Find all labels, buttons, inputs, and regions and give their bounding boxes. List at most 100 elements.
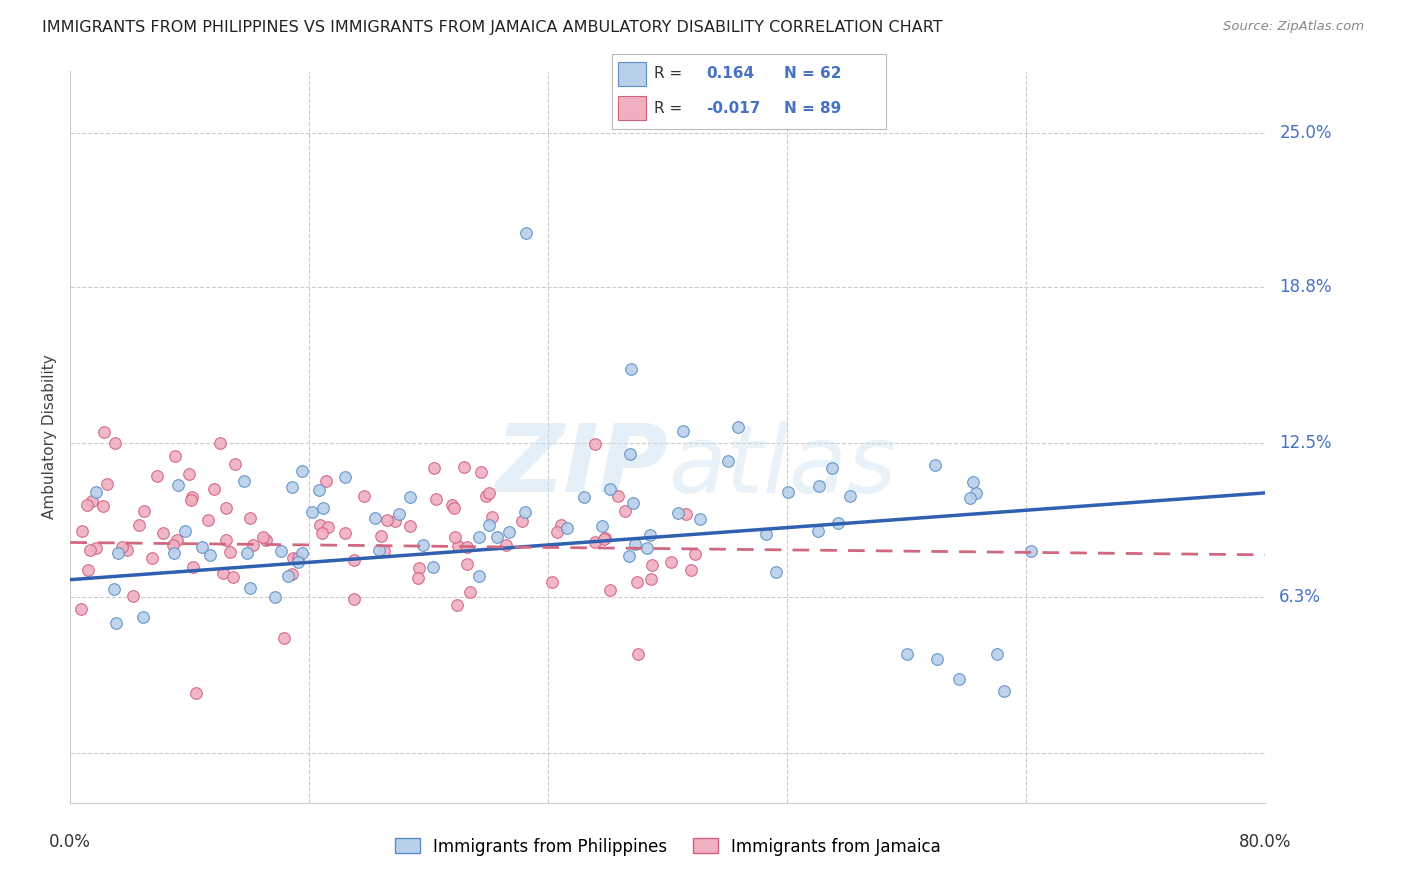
Point (583, 437, 606, 451)
Point (84, 541, 107, 555)
Point (270, 543, 292, 558)
Text: R =: R = (654, 101, 688, 116)
Point (183, 559, 205, 574)
Point (924, 458, 946, 472)
Point (574, 491, 596, 505)
Point (513, 505, 536, 519)
Point (619, 447, 641, 461)
Point (91, 499, 114, 513)
Point (896, 647, 918, 661)
Point (627, 647, 650, 661)
Point (821, 461, 844, 475)
Point (273, 631, 295, 645)
Point (447, 539, 470, 553)
Point (70, 524, 93, 539)
Point (82, 494, 104, 508)
Bar (619, 62, 645, 87)
Point (422, 461, 444, 475)
Point (948, 672, 970, 686)
Text: ZIP: ZIP (495, 420, 668, 512)
Point (510, 515, 533, 529)
Point (224, 458, 246, 472)
Point (636, 541, 658, 555)
Point (291, 546, 314, 560)
Point (242, 538, 264, 552)
Point (373, 543, 395, 558)
Point (679, 563, 702, 577)
Point (96, 476, 118, 491)
Point (839, 489, 862, 503)
Point (666, 507, 689, 521)
Point (180, 493, 202, 508)
Point (343, 553, 366, 567)
Point (613, 504, 636, 518)
Point (163, 449, 186, 463)
Text: 12.5%: 12.5% (1279, 434, 1331, 452)
Point (375, 513, 398, 527)
Point (827, 516, 849, 530)
Point (717, 453, 740, 467)
Point (485, 530, 508, 544)
Point (184, 686, 207, 700)
Point (495, 538, 517, 552)
Text: 0.164: 0.164 (706, 67, 755, 81)
Point (808, 479, 831, 493)
Point (626, 574, 648, 589)
Text: N = 89: N = 89 (785, 101, 842, 116)
Point (222, 569, 245, 583)
Point (440, 499, 463, 513)
Point (132, 609, 155, 624)
Point (595, 531, 617, 545)
Point (281, 567, 304, 582)
Point (239, 582, 262, 596)
Point (311, 526, 333, 541)
Point (208, 436, 231, 450)
Point (425, 491, 447, 506)
Text: -0.017: -0.017 (706, 101, 761, 116)
Point (993, 684, 1015, 698)
Point (599, 482, 621, 496)
Point (546, 524, 568, 539)
Point (254, 533, 277, 547)
Point (308, 483, 330, 498)
Point (146, 469, 169, 483)
Point (335, 469, 357, 483)
Point (478, 486, 501, 500)
Point (190, 541, 212, 555)
Point (202, 483, 225, 497)
Text: 6.3%: 6.3% (1279, 588, 1322, 606)
Point (166, 478, 188, 492)
Point (384, 514, 406, 528)
Point (309, 518, 332, 533)
Point (444, 530, 467, 544)
Point (640, 572, 662, 586)
Point (174, 524, 197, 538)
Point (456, 558, 478, 572)
Text: R =: R = (654, 67, 688, 81)
Point (107, 546, 129, 560)
Point (252, 530, 274, 544)
Point (93, 425, 115, 439)
Point (353, 489, 375, 503)
Point (641, 558, 664, 572)
Point (388, 507, 411, 521)
Point (962, 475, 984, 490)
Bar (619, 96, 645, 120)
Point (283, 550, 305, 565)
Point (765, 565, 787, 579)
Point (422, 560, 444, 574)
Point (659, 555, 682, 569)
Point (727, 420, 749, 434)
Point (111, 541, 134, 555)
Point (291, 464, 314, 478)
Point (79, 542, 101, 557)
Text: 80.0%: 80.0% (1239, 832, 1292, 851)
Point (468, 530, 491, 544)
Point (122, 589, 145, 603)
Point (624, 537, 647, 551)
Text: Source: ZipAtlas.com: Source: ZipAtlas.com (1223, 20, 1364, 33)
Point (619, 362, 641, 376)
Point (277, 568, 299, 582)
Text: 0.0%: 0.0% (49, 832, 91, 851)
Point (498, 524, 520, 539)
